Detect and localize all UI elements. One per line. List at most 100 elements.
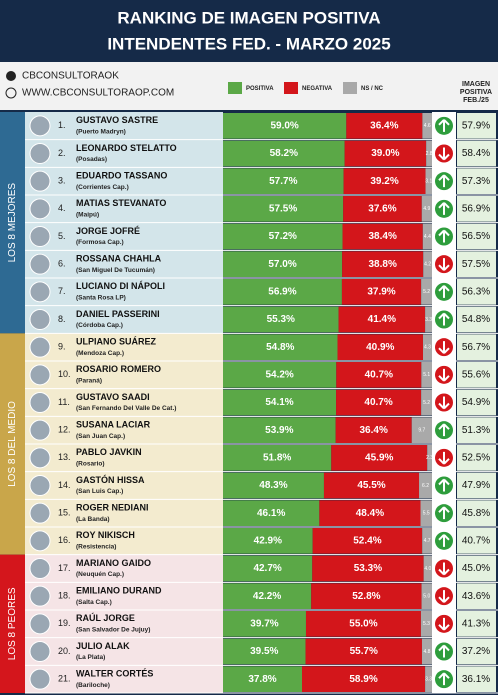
bar-segment — [336, 389, 422, 416]
bar-segment — [421, 362, 432, 388]
bar-segment — [223, 113, 347, 139]
bar-segment — [341, 279, 422, 305]
previous-value: 36.1% — [462, 674, 490, 685]
bar-segment — [305, 611, 421, 637]
name: ROSSANA CHAHLA — [76, 254, 162, 264]
previous-value: 45.0% — [462, 563, 490, 574]
previous-value: 47.9% — [462, 480, 490, 491]
rank: 21. — [58, 674, 71, 684]
bar-segment — [312, 528, 423, 554]
name: GUSTAVO SAADI — [76, 392, 150, 402]
value-label: 58.2% — [270, 148, 298, 159]
value-label: 6.2 — [422, 483, 429, 489]
value-label: 55.0% — [349, 618, 377, 629]
bar-segment — [335, 417, 412, 443]
value-label: 42.2% — [253, 591, 281, 602]
bar-segment — [311, 583, 422, 609]
previous-value: 56.7% — [462, 342, 490, 353]
previous-cell — [457, 583, 496, 609]
group-label: LOS 8 MEJORES — [7, 183, 18, 263]
bar-segment — [425, 168, 432, 194]
bar-segment — [223, 528, 313, 554]
bar-segment — [423, 334, 432, 360]
photo — [29, 447, 51, 469]
bar-segment — [223, 362, 337, 388]
name: EMILIANO DURAND — [76, 586, 162, 596]
value-label: 5.2 — [423, 289, 430, 295]
trend-arrow — [438, 506, 450, 520]
legend-label: NEGATIVA — [302, 86, 333, 92]
photo — [29, 253, 51, 275]
bar-segment — [223, 611, 306, 637]
bar-segment — [319, 500, 421, 526]
bar-segment — [223, 279, 342, 305]
value-label: 54.1% — [265, 397, 293, 408]
previous-value: 37.2% — [462, 646, 490, 657]
previous-value: 40.7% — [462, 535, 490, 546]
bar-segment — [425, 666, 432, 692]
place: (San Miguel De Tucumán) — [76, 267, 155, 274]
value-label: 3.3 — [425, 676, 432, 682]
photo — [29, 198, 51, 220]
bar-segment — [338, 306, 426, 333]
bar-segment — [223, 306, 339, 333]
name: LEONARDO STELATTO — [76, 143, 177, 153]
value-label: 2.3 — [426, 455, 433, 461]
previous-value: 56.5% — [462, 231, 490, 242]
rank: 17. — [58, 563, 71, 573]
previous-cell — [457, 445, 496, 471]
photo — [29, 502, 51, 524]
previous-value: 43.6% — [462, 591, 490, 602]
photo — [29, 115, 51, 137]
name: PABLO JAVKIN — [76, 447, 142, 457]
place: (La Banda) — [76, 516, 110, 523]
rank: 19. — [58, 618, 71, 628]
value-label: 5.3 — [423, 621, 430, 627]
name: DANIEL PASSERINI — [76, 309, 160, 319]
value-label: 4.4 — [424, 234, 431, 240]
trend-arrow — [438, 478, 450, 492]
trend-arrow — [438, 451, 450, 465]
previous-cell — [457, 500, 496, 526]
legend-swatch — [343, 82, 357, 94]
place: (Bariloche) — [76, 682, 110, 689]
bar-segment — [223, 417, 336, 443]
previous-cell — [457, 196, 496, 222]
photo — [29, 558, 51, 579]
bar-segment — [223, 389, 337, 416]
value-label: 59.0% — [270, 120, 298, 131]
value-label: 39.0% — [371, 148, 399, 159]
value-label: 4.3 — [424, 344, 431, 350]
photo — [29, 419, 51, 441]
trend-arrow — [438, 396, 450, 410]
name: LUCIANO DI NÁPOLI — [76, 281, 165, 291]
photo — [29, 170, 51, 192]
rank: 5. — [58, 231, 66, 241]
bar-segment — [422, 223, 432, 250]
value-label: 40.7% — [365, 369, 393, 380]
place: (San Luis Cap.) — [76, 488, 123, 495]
place: (San Fernando Del Valle De Cat.) — [76, 405, 176, 412]
photo — [29, 364, 51, 386]
value-label: 39.7% — [250, 618, 278, 629]
bar-segment — [425, 306, 432, 333]
value-label: 36.4% — [360, 425, 388, 436]
photo — [29, 143, 51, 164]
value-label: 54.2% — [265, 369, 293, 380]
previous-cell — [457, 389, 496, 416]
bar-segment — [223, 666, 303, 692]
rank: 1. — [58, 120, 66, 130]
name: MARIANO GAIDO — [76, 558, 151, 568]
rank: 20. — [58, 646, 71, 656]
place: (Santa Rosa LP) — [76, 295, 126, 302]
bar-segment — [323, 472, 420, 499]
value-label: 37.9% — [367, 286, 395, 297]
website: WWW.CBCONSULTORAOP.COM — [22, 88, 174, 99]
previous-cell — [457, 528, 496, 554]
name: GASTÓN HISSA — [76, 474, 145, 485]
bar-segment — [421, 279, 432, 305]
trend-arrow — [438, 229, 450, 243]
x-icon — [6, 71, 16, 81]
previous-title: IMAGEN POSITIVA FEB./25 — [460, 81, 492, 104]
place: (La Plata) — [76, 654, 105, 661]
